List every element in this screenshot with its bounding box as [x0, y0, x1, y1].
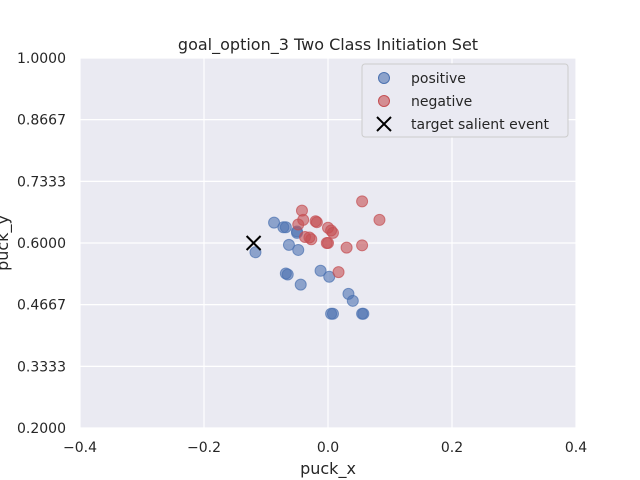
y-tick-label: 0.6000	[17, 236, 66, 252]
y-tick-label: 1.0000	[17, 51, 66, 67]
legend-target-marker	[376, 116, 392, 132]
negative-point	[305, 233, 318, 246]
x-axis-label: puck_x	[300, 459, 356, 479]
negative-point	[326, 226, 339, 239]
positive-point	[314, 264, 327, 277]
tick-labels: −0.4 −0.2 0.0 0.2 0.4 0.2000 0.3333 0.4667 0.600…	[17, 51, 587, 456]
legend-negative-label: negative	[411, 94, 472, 110]
legend: positive negative target salient event	[361, 63, 569, 138]
negative-point	[310, 216, 323, 229]
x-tick-label: 0.0	[317, 440, 339, 456]
negative-point	[332, 266, 345, 279]
legend-target-label: target salient event	[411, 117, 549, 133]
legend-frame	[361, 63, 569, 138]
negative-point	[340, 241, 353, 254]
positive-point	[326, 307, 339, 320]
positive-point	[292, 243, 305, 256]
y-tick-label: 0.3333	[17, 359, 66, 375]
y-tick-label: 0.2000	[17, 421, 66, 437]
negative-point	[356, 195, 369, 208]
positive-point	[279, 221, 292, 234]
legend-positive-marker	[378, 72, 390, 84]
positive-point	[249, 246, 262, 259]
positive-point	[281, 268, 294, 281]
target-salient-event-marker	[245, 235, 262, 251]
legend-positive-label: positive	[411, 71, 466, 87]
y-tick-label: 0.4667	[17, 298, 66, 314]
data-points	[245, 195, 386, 320]
x-tick-label: −0.4	[63, 440, 97, 456]
x-tick-label: 0.2	[441, 440, 463, 456]
y-tick-label: 0.7333	[17, 174, 66, 190]
x-tick-label: 0.4	[565, 440, 587, 456]
legend-negative-marker	[378, 95, 390, 107]
x-tick-label: −0.2	[187, 440, 221, 456]
negative-point	[297, 213, 310, 226]
chart-title: goal_option_3 Two Class Initiation Set	[178, 35, 478, 55]
negative-point	[373, 213, 386, 226]
negative-point	[356, 239, 369, 252]
y-axis-label: puck_y	[0, 215, 13, 271]
grid	[79, 57, 577, 429]
positive-point	[357, 307, 370, 320]
positive-point	[282, 238, 295, 251]
positive-point	[294, 278, 307, 291]
positive-point	[346, 294, 359, 307]
negative-point	[322, 237, 334, 249]
y-tick-label: 0.8667	[17, 113, 66, 129]
